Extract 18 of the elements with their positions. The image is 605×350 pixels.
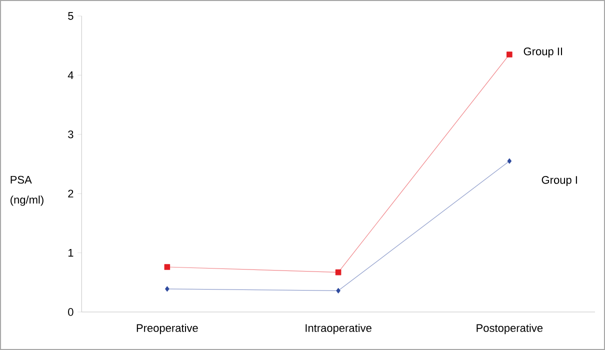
- y-axis-title: PSA (ng/ml): [10, 176, 44, 206]
- y-tick-label: 0: [68, 308, 74, 316]
- point: [335, 269, 342, 276]
- text: Group I: [542, 176, 577, 186]
- point: [336, 288, 340, 294]
- series-label: Group II: [524, 48, 562, 58]
- y-tick-label: 1: [68, 249, 74, 257]
- x-tick-label: Preoperative: [136, 324, 198, 334]
- y-tick-label: 5: [68, 12, 74, 20]
- x-tick-label: Intraoperative: [306, 324, 372, 334]
- point: [164, 264, 170, 270]
- point: [507, 158, 512, 164]
- x-tick-label: Postoperative: [476, 324, 543, 334]
- y-tick-label: 4: [68, 71, 74, 79]
- point: [506, 52, 512, 58]
- point: [165, 286, 170, 292]
- y-tick-label: 3: [68, 130, 74, 138]
- y-tick-label: 2: [68, 190, 74, 198]
